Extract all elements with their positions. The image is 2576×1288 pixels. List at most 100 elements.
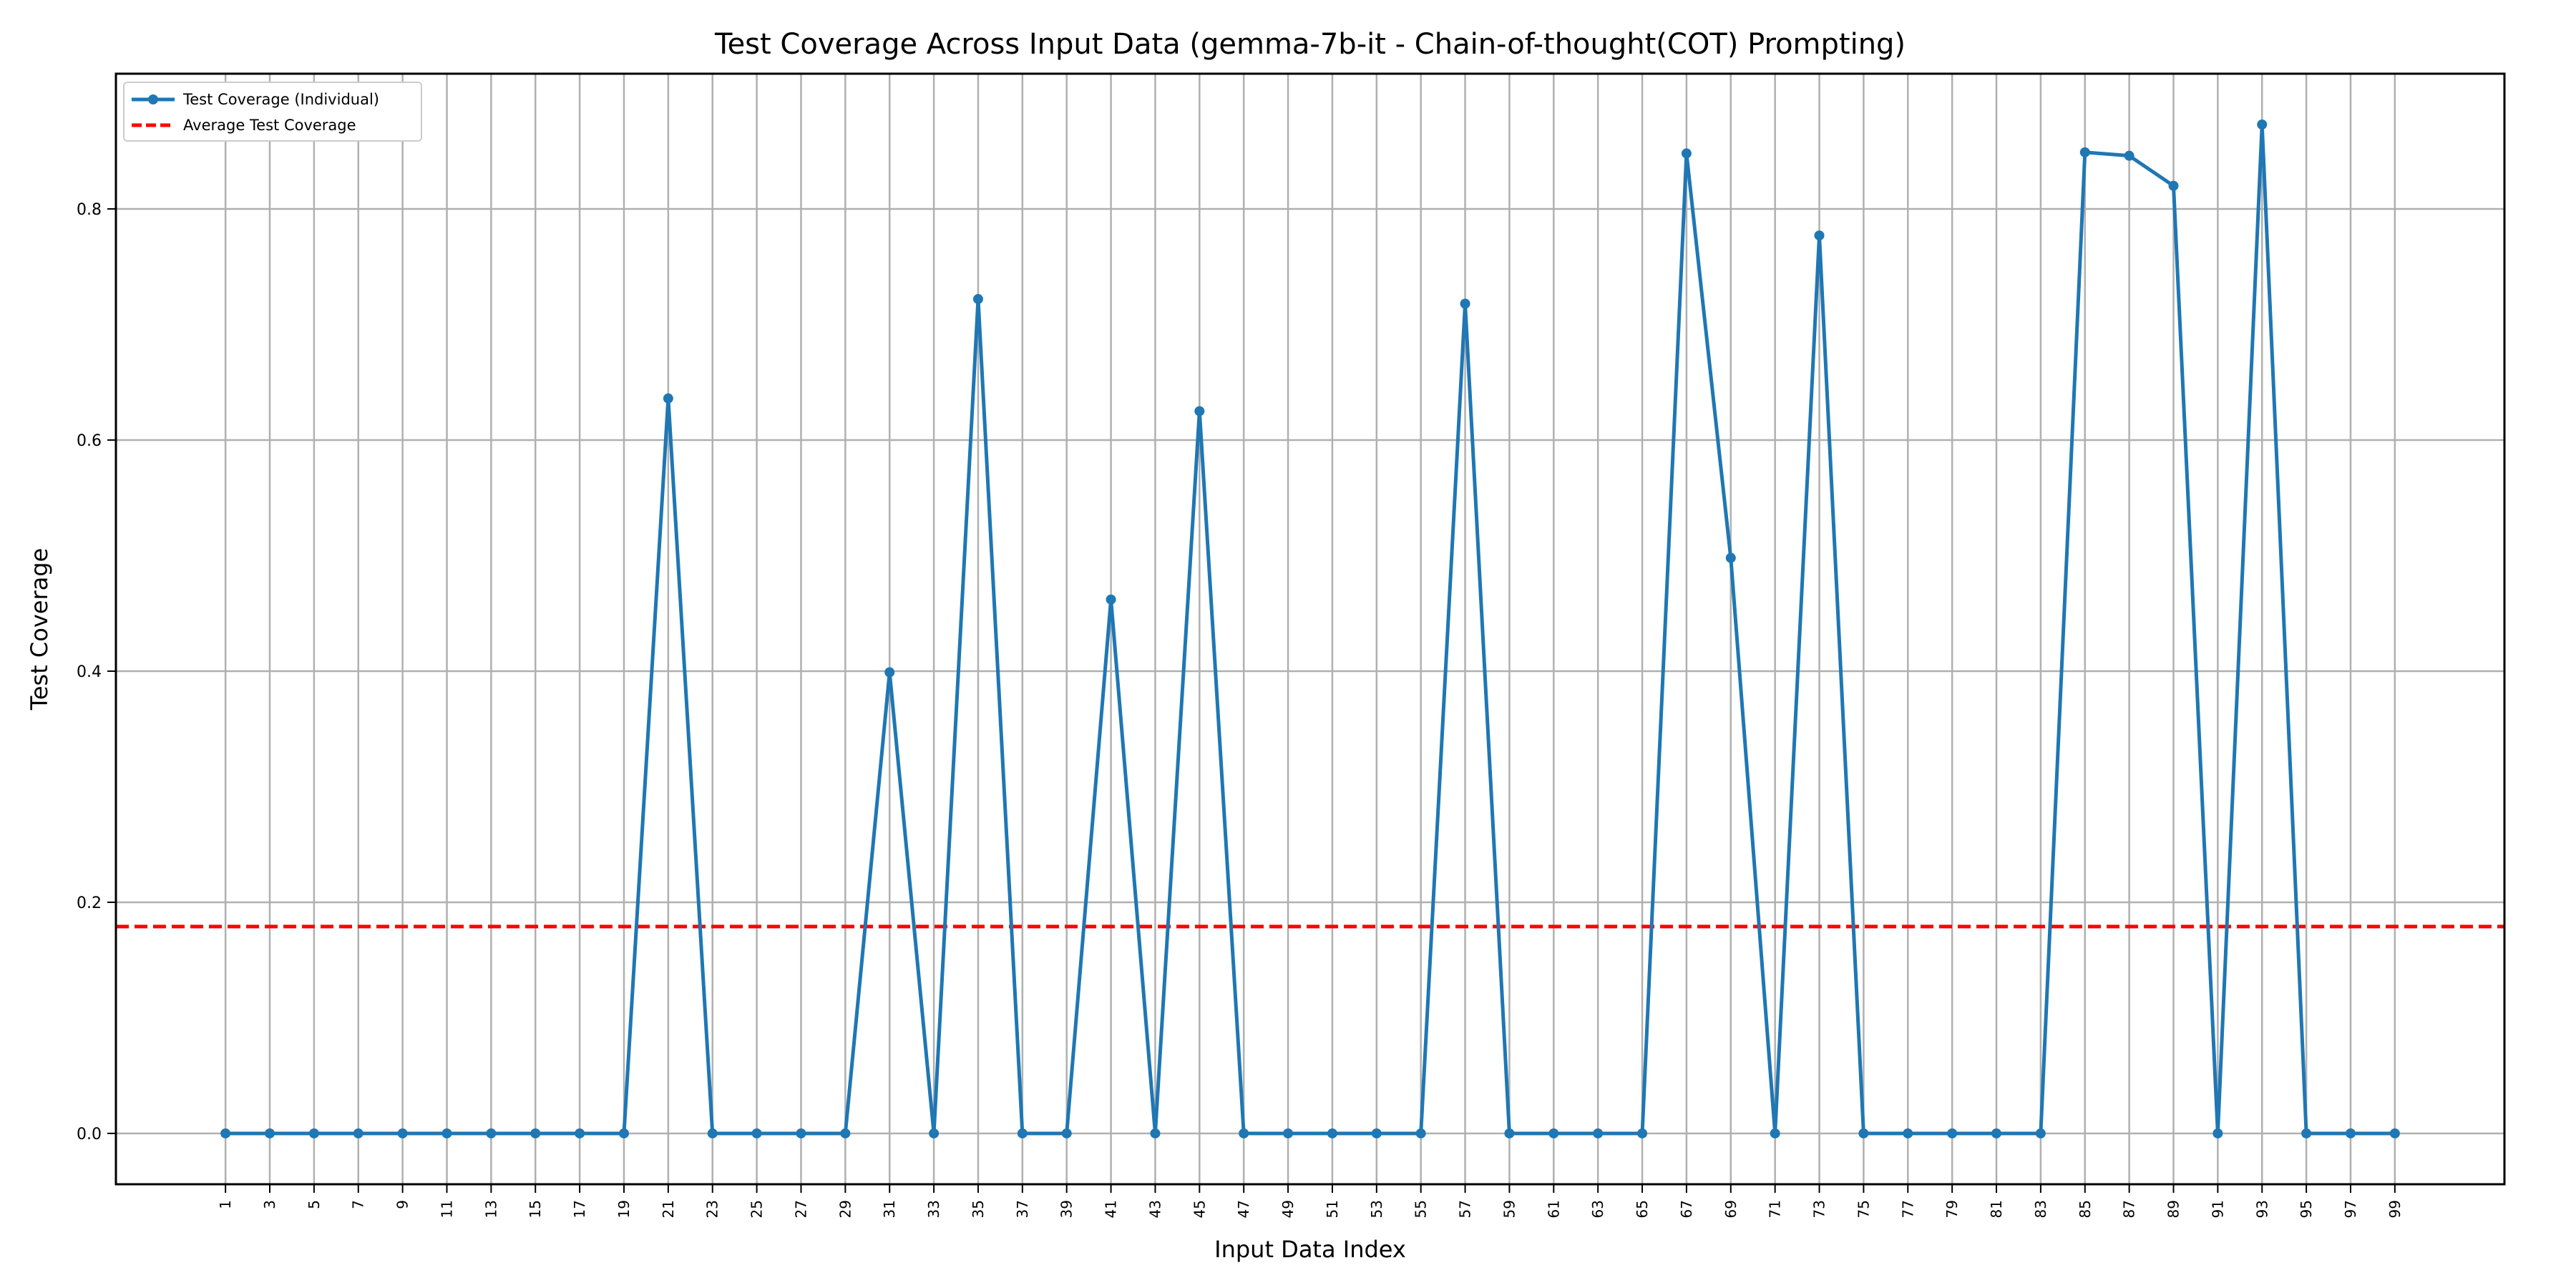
data-point (1681, 148, 1692, 159)
x-tick-label: 77 (1899, 1200, 1916, 1218)
x-tick-label: 55 (1413, 1200, 1430, 1218)
y-tick-label: 0.4 (77, 663, 102, 681)
x-tick-label: 89 (2165, 1200, 2182, 1218)
x-tick-label: 69 (1722, 1200, 1740, 1218)
data-point (884, 667, 895, 678)
x-tick-label: 9 (394, 1200, 411, 1209)
data-point (1415, 1128, 1426, 1138)
data-point (2168, 180, 2179, 191)
data-point (1947, 1128, 1958, 1138)
x-tick-label: 39 (1058, 1200, 1075, 1218)
x-tick-label: 95 (2298, 1200, 2315, 1218)
data-point (2124, 150, 2135, 161)
x-tick-label: 61 (1545, 1200, 1562, 1218)
data-point (2389, 1128, 2400, 1138)
data-point (1991, 1128, 2002, 1138)
x-tick-label: 91 (2209, 1200, 2226, 1218)
x-tick-label: 71 (1767, 1200, 1784, 1218)
legend: Test Coverage (Individual) Average Test … (123, 82, 422, 142)
data-point (1725, 552, 1736, 563)
x-axis-ticks: 1 3 5 7 9 11 13 15 17 19 21 23 25 27 29 31 33 35 37 39 41 43 4… (217, 1184, 2404, 1218)
data-point (575, 1128, 585, 1138)
y-axis-label: Test Coverage (26, 548, 53, 711)
data-point (1150, 1128, 1161, 1138)
data-point (265, 1128, 275, 1138)
x-tick-label: 87 (2121, 1200, 2138, 1218)
x-tick-label: 41 (1103, 1200, 1120, 1218)
data-point (308, 1128, 319, 1138)
x-tick-label: 25 (748, 1200, 766, 1218)
x-tick-label: 99 (2386, 1200, 2404, 1218)
data-point (2079, 147, 2090, 157)
x-tick-label: 11 (438, 1200, 455, 1218)
chart-title: Test Coverage Across Input Data (gemma-7… (714, 28, 1906, 61)
x-tick-label: 59 (1501, 1200, 1518, 1218)
y-tick-label: 0.0 (77, 1126, 102, 1143)
x-tick-label: 97 (2342, 1200, 2359, 1218)
data-point (1327, 1128, 1337, 1138)
y-axis-ticks: 0.0 0.2 0.4 0.6 0.8 (77, 201, 116, 1143)
x-tick-label: 83 (2032, 1200, 2049, 1218)
data-point (707, 1128, 718, 1138)
data-point (1637, 1128, 1648, 1138)
data-point (1371, 1128, 1382, 1138)
x-tick-label: 67 (1678, 1200, 1695, 1218)
data-point (220, 1128, 231, 1138)
data-point (1770, 1128, 1780, 1138)
x-tick-label: 35 (970, 1200, 987, 1218)
data-point (929, 1128, 940, 1138)
data-point (1239, 1128, 1249, 1138)
x-tick-label: 63 (1589, 1200, 1606, 1218)
data-point (2212, 1128, 2223, 1138)
data-point (1194, 406, 1205, 416)
data-point (1548, 1128, 1559, 1138)
legend-entry-individual: Test Coverage (Individual) (130, 87, 379, 112)
x-tick-label: 3 (261, 1200, 278, 1209)
legend-dashed-line-icon (130, 118, 176, 132)
data-point (796, 1128, 806, 1138)
x-tick-label: 93 (2253, 1200, 2270, 1218)
data-point (1593, 1128, 1604, 1138)
data-point (1504, 1128, 1515, 1138)
data-point (486, 1128, 497, 1138)
x-tick-label: 29 (836, 1200, 854, 1218)
data-point (972, 293, 983, 304)
x-tick-label: 43 (1146, 1200, 1163, 1218)
data-point (530, 1128, 541, 1138)
data-point (2035, 1128, 2046, 1138)
y-tick-label: 0.8 (77, 201, 102, 219)
data-point (1061, 1128, 1072, 1138)
x-tick-label: 19 (615, 1200, 633, 1218)
x-tick-label: 15 (527, 1200, 544, 1218)
data-point (1017, 1128, 1028, 1138)
legend-entry-average: Average Test Coverage (130, 113, 356, 137)
data-point (1460, 298, 1470, 309)
x-tick-label: 1 (217, 1200, 234, 1209)
x-axis-label: Input Data Index (1214, 1236, 1406, 1263)
x-tick-label: 31 (881, 1200, 898, 1218)
legend-label-average: Average Test Coverage (183, 117, 356, 134)
y-tick-label: 0.2 (77, 894, 102, 912)
data-point (2345, 1128, 2356, 1138)
data-point (663, 393, 673, 404)
y-tick-label: 0.6 (77, 432, 102, 450)
data-point (441, 1128, 452, 1138)
data-point (618, 1128, 629, 1138)
x-tick-label: 75 (1855, 1200, 1872, 1218)
x-tick-label: 85 (2077, 1200, 2094, 1218)
data-point (751, 1128, 762, 1138)
plot-area-frame (114, 72, 2506, 1186)
data-point (1814, 230, 1825, 241)
x-tick-label: 7 (350, 1200, 367, 1209)
x-tick-label: 53 (1368, 1200, 1385, 1218)
x-tick-label: 79 (1943, 1200, 1961, 1218)
data-point (1106, 594, 1116, 605)
data-point (2257, 119, 2268, 130)
x-tick-label: 21 (660, 1200, 677, 1218)
x-tick-label: 81 (1988, 1200, 2005, 1218)
x-tick-label: 57 (1457, 1200, 1474, 1218)
x-tick-label: 37 (1014, 1200, 1031, 1218)
x-tick-label: 73 (1811, 1200, 1828, 1218)
x-tick-label: 51 (1324, 1200, 1341, 1218)
